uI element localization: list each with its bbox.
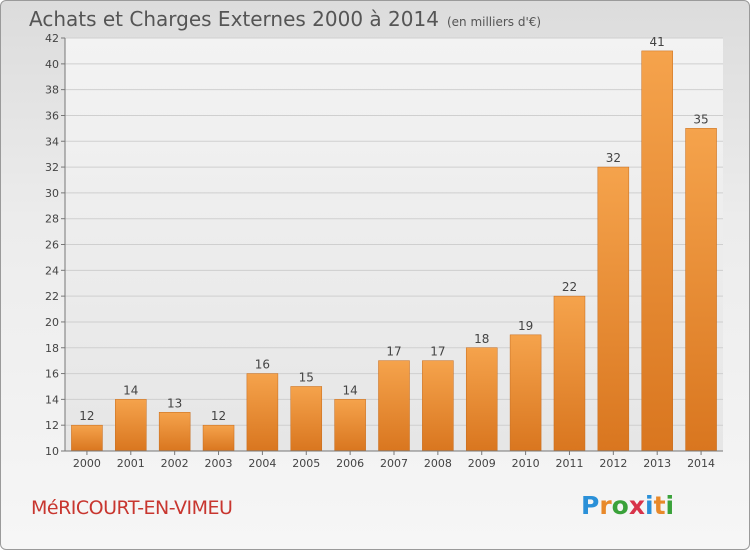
x-tick-label: 2005 bbox=[292, 457, 320, 470]
data-label: 12 bbox=[79, 409, 94, 423]
data-label: 19 bbox=[518, 319, 533, 333]
bar bbox=[509, 334, 542, 452]
data-label: 13 bbox=[167, 396, 182, 410]
data-label: 41 bbox=[650, 35, 665, 49]
bar bbox=[641, 50, 673, 452]
chart-title: Achats et Charges Externes 2000 à 2014 (e… bbox=[29, 7, 541, 31]
data-label: 12 bbox=[211, 409, 226, 423]
data-label: 15 bbox=[299, 370, 314, 384]
x-tick-label: 2012 bbox=[599, 457, 627, 470]
data-label: 22 bbox=[562, 280, 577, 294]
unit-label: (en milliers d'€) bbox=[446, 15, 542, 29]
x-tick-label: 2008 bbox=[424, 457, 452, 470]
bar bbox=[465, 347, 498, 452]
y-tick-label: 42 bbox=[45, 32, 59, 45]
y-tick-label: 32 bbox=[45, 161, 59, 174]
y-tick-label: 26 bbox=[45, 239, 59, 252]
y-axis: 10 12 14 16 18 20 22 24 26 28 30 32 34 36 38 40 42 bbox=[45, 32, 66, 458]
y-tick-label: 28 bbox=[45, 213, 59, 226]
x-tick-label: 2006 bbox=[336, 457, 364, 470]
bar bbox=[422, 360, 454, 452]
logo-letter: t bbox=[653, 491, 666, 520]
x-tick-label: 2014 bbox=[687, 457, 715, 470]
bar bbox=[115, 399, 147, 452]
data-label: 14 bbox=[123, 383, 138, 397]
data-label: 32 bbox=[606, 151, 621, 165]
data-labels: 12 14 13 12 16 15 14 17 17 18 19 22 32 41 35 bbox=[79, 35, 708, 423]
y-tick-label: 30 bbox=[45, 187, 59, 200]
x-tick-label: 2004 bbox=[248, 457, 276, 470]
x-tick-label: 2011 bbox=[555, 457, 583, 470]
data-label: 16 bbox=[255, 358, 270, 372]
x-tick-label: 2010 bbox=[512, 457, 540, 470]
data-label: 18 bbox=[474, 332, 489, 346]
logo-letter: P bbox=[581, 491, 600, 520]
y-tick-label: 40 bbox=[45, 58, 59, 71]
x-tick-label: 2007 bbox=[380, 457, 408, 470]
logo-letter: x bbox=[628, 491, 645, 520]
y-tick-label: 16 bbox=[45, 368, 59, 381]
bar bbox=[553, 295, 586, 452]
x-tick-label: 2002 bbox=[161, 457, 189, 470]
data-label: 35 bbox=[693, 112, 708, 126]
y-tick-label: 10 bbox=[45, 445, 59, 458]
bar bbox=[202, 424, 235, 452]
logo-letter: o bbox=[611, 491, 629, 520]
bar bbox=[290, 386, 323, 452]
bar bbox=[378, 360, 410, 452]
title-text: Achats et Charges Externes 2000 à 2014 bbox=[29, 7, 439, 31]
data-label: 17 bbox=[386, 345, 401, 359]
y-tick-label: 22 bbox=[45, 290, 59, 303]
y-tick-label: 14 bbox=[45, 393, 59, 406]
data-label: 14 bbox=[342, 383, 357, 397]
y-tick-label: 12 bbox=[45, 419, 59, 432]
y-tick-label: 20 bbox=[45, 316, 59, 329]
y-tick-label: 34 bbox=[45, 135, 59, 148]
bars bbox=[71, 50, 717, 452]
bar bbox=[71, 424, 103, 452]
x-tick-label: 2009 bbox=[468, 457, 496, 470]
logo-letter: i bbox=[665, 491, 675, 520]
bar bbox=[246, 373, 279, 452]
x-tick-label: 2013 bbox=[643, 457, 671, 470]
bar bbox=[597, 166, 630, 452]
proxiti-logo: Proxiti bbox=[581, 491, 674, 520]
bar bbox=[334, 399, 366, 452]
data-label: 17 bbox=[430, 345, 445, 359]
x-tick-label: 2000 bbox=[73, 457, 101, 470]
x-tick-label: 2003 bbox=[205, 457, 233, 470]
x-tick-label: 2001 bbox=[117, 457, 145, 470]
commune-name: MéRICOURT-EN-VIMEU bbox=[31, 497, 233, 519]
y-tick-label: 36 bbox=[45, 109, 59, 122]
y-tick-label: 24 bbox=[45, 264, 59, 277]
logo-letter: r bbox=[599, 491, 612, 520]
x-axis: 2000 2001 2002 2003 2004 2005 2006 2007 2008 2009… bbox=[65, 450, 723, 470]
logo-letter: i bbox=[645, 491, 654, 520]
bar bbox=[685, 128, 717, 452]
y-tick-label: 38 bbox=[45, 84, 59, 97]
y-tick-label: 18 bbox=[45, 342, 59, 355]
bar bbox=[158, 412, 191, 452]
